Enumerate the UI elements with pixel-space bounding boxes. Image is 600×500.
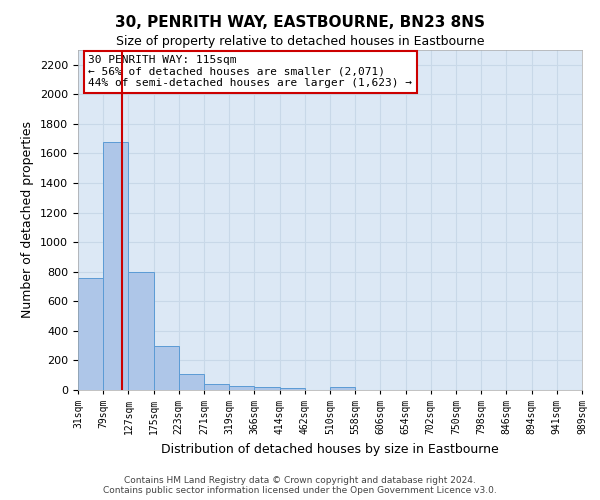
Bar [103, 142, 128, 390]
Bar [229, 386, 254, 390]
Y-axis label: Number of detached properties: Number of detached properties [22, 122, 34, 318]
X-axis label: Distribution of detached houses by size in Eastbourne: Distribution of detached houses by size … [161, 442, 499, 456]
Bar [254, 387, 280, 390]
Bar [330, 387, 355, 390]
Bar [128, 272, 154, 390]
Bar [280, 388, 305, 390]
Bar [179, 374, 204, 390]
Bar [204, 384, 229, 390]
Text: Contains HM Land Registry data © Crown copyright and database right 2024.
Contai: Contains HM Land Registry data © Crown c… [103, 476, 497, 495]
Text: Size of property relative to detached houses in Eastbourne: Size of property relative to detached ho… [116, 35, 484, 48]
Bar [154, 346, 179, 390]
Text: 30 PENRITH WAY: 115sqm
← 56% of detached houses are smaller (2,071)
44% of semi-: 30 PENRITH WAY: 115sqm ← 56% of detached… [88, 55, 412, 88]
Bar [78, 278, 103, 390]
Text: 30, PENRITH WAY, EASTBOURNE, BN23 8NS: 30, PENRITH WAY, EASTBOURNE, BN23 8NS [115, 15, 485, 30]
